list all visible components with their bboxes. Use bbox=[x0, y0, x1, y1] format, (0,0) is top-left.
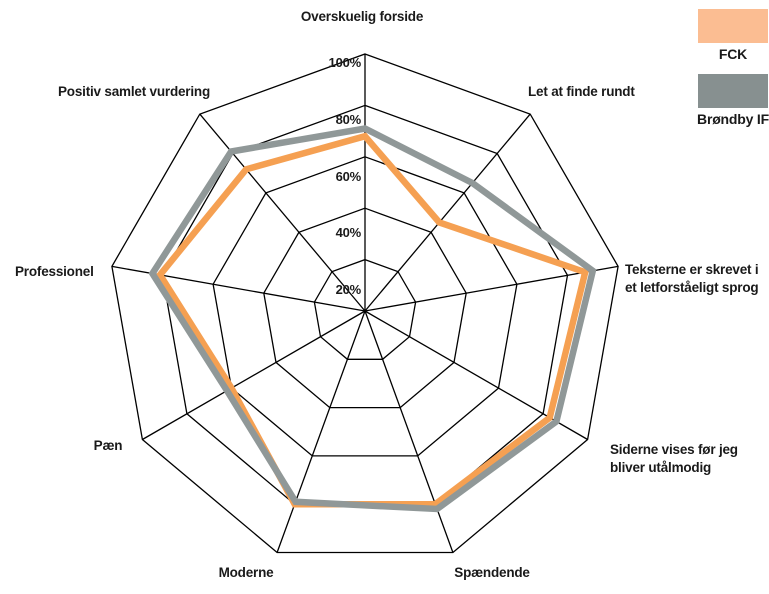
legend-entry-brondby: Brøndby IF bbox=[663, 74, 769, 127]
brondby-legend-label: Brøndby IF bbox=[697, 111, 769, 127]
axis-label-spaendende: Spændende bbox=[454, 565, 530, 580]
fck-legend-label: FCK bbox=[718, 46, 748, 62]
axis-label-teksterne-letforstaeligt-sprog: Teksterne er skrevet i et letforståeligt… bbox=[625, 262, 759, 295]
axis-label-professionel: Professionel bbox=[15, 264, 94, 279]
axis-spoke bbox=[276, 310, 366, 553]
axis-spoke bbox=[364, 113, 531, 312]
legend: FCK Brøndby IF bbox=[663, 9, 769, 139]
axis-label-siderne-vises-utalmodig: Siderne vises før jeg bliver utålmodig bbox=[610, 442, 738, 475]
axis-spoke bbox=[199, 113, 366, 312]
series-lines bbox=[148, 125, 597, 513]
axis-label-positiv-samlet-vurdering: Positiv samlet vurdering bbox=[58, 84, 210, 99]
tick-label-100: 100% bbox=[328, 55, 362, 70]
axis-spoke bbox=[364, 310, 454, 553]
brondby-legend-swatch bbox=[698, 74, 768, 108]
tick-label-60: 60% bbox=[335, 169, 362, 184]
grid-ring bbox=[263, 207, 467, 409]
axis-label-paen: Pæn bbox=[93, 438, 123, 453]
axis-label-let-at-finde-rundt: Let at finde rundt bbox=[528, 84, 635, 99]
legend-entry-fck: FCK bbox=[663, 9, 769, 62]
axis-spoke bbox=[142, 310, 366, 441]
axis-label-moderne: Moderne bbox=[218, 565, 274, 580]
br-ndby-if-series-line bbox=[148, 125, 597, 513]
tick-label-20: 20% bbox=[335, 282, 362, 297]
grid-ring bbox=[111, 53, 619, 554]
tick-label-40: 40% bbox=[335, 225, 362, 240]
axis-label-overskuelig-forside: Overskuelig forside bbox=[300, 9, 424, 24]
axis-spoke bbox=[364, 265, 619, 312]
tick-label-80: 80% bbox=[335, 112, 362, 127]
grid-ring bbox=[313, 258, 417, 360]
fck-legend-swatch bbox=[698, 9, 768, 43]
